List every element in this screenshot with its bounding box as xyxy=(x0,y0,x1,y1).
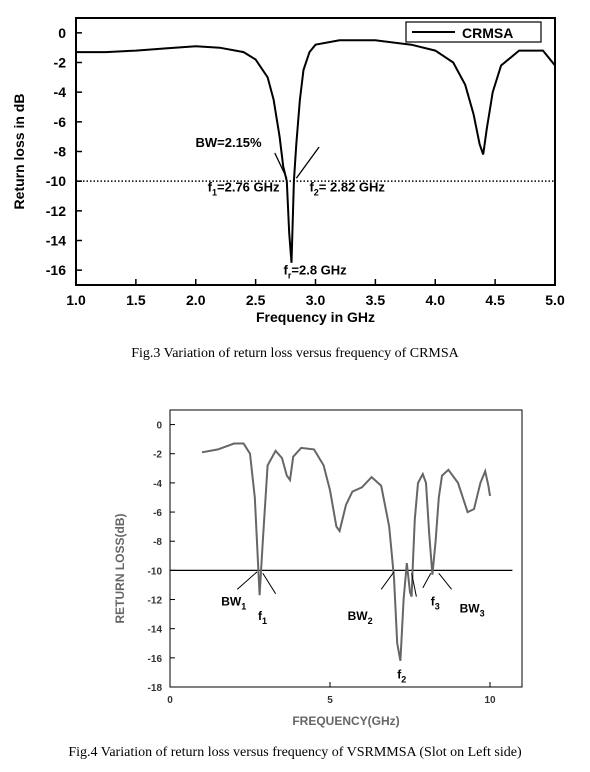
annotation-f1: f1=2.76 GHz xyxy=(208,180,280,198)
y-tick-label: -8 xyxy=(153,537,162,548)
y-tick-label: -14 xyxy=(46,233,66,249)
x-tick-label: 4.5 xyxy=(485,292,505,308)
annotation-f2: f2 xyxy=(397,667,406,684)
chart-crmsa: 1.0 1.5 2.0 2.5 3.0 3.5 4.0 4.5 5.0 0 -2 -4 -6 -8 -10 -… xyxy=(11,17,565,325)
y-tick-label: -10 xyxy=(46,173,66,189)
annotation-bw2: BW2 xyxy=(348,609,373,626)
x-tick-label: 1.5 xyxy=(126,292,146,308)
y-tick-label: -6 xyxy=(54,114,67,130)
annotation-bw1: BW1 xyxy=(221,594,246,611)
x-tick-label: 10 xyxy=(484,695,496,706)
x-tick-label: 2.5 xyxy=(246,292,266,308)
series-crmsa-line xyxy=(76,39,556,263)
figure-3-caption: Fig.3 Variation of return loss versus fr… xyxy=(131,346,459,361)
y-tick-label: -2 xyxy=(54,55,67,71)
arrow-bw3 xyxy=(438,572,452,590)
figure-3: 1.0 1.5 2.0 2.5 3.0 3.5 4.0 4.5 5.0 0 -2 -4 -6 -8 -10 -… xyxy=(0,0,590,340)
annotation-bw: BW=2.15% xyxy=(195,135,262,150)
y-tick-label: -6 xyxy=(153,508,162,519)
legend: CRMSA xyxy=(405,21,542,43)
arrow-f1 xyxy=(274,152,288,179)
y-axis-label: RETURN LOSS(dB) xyxy=(113,514,127,624)
arrow-bw1-right xyxy=(262,573,277,594)
y-tick-label: -14 xyxy=(148,625,163,636)
annotation-f2: f2= 2.82 GHz xyxy=(309,180,385,198)
x-tick-label: 0 xyxy=(167,695,173,706)
y-tick-label: -18 xyxy=(148,683,163,694)
x-tick-label: 1.0 xyxy=(66,292,86,308)
y-tick-label: -4 xyxy=(153,479,162,490)
y-tick-label: -2 xyxy=(153,450,162,461)
x-tick-label: 3.0 xyxy=(306,292,326,308)
x-tick-label: 5.0 xyxy=(545,292,565,308)
legend-label-crmsa: CRMSA xyxy=(462,25,513,41)
y-tick-label: -8 xyxy=(54,144,67,160)
annotation-f3: f3 xyxy=(431,594,440,611)
y-tick-label: -4 xyxy=(54,84,67,100)
y-tick-label: 0 xyxy=(58,25,66,41)
x-tick-label: 2.0 xyxy=(186,292,206,308)
chart-vsrmmsa: 0 5 10 0 -2 -4 -6 -8 -10 -12 -14 -16 -18 FREQUENCY(GH… xyxy=(113,409,523,728)
arrow-bw2 xyxy=(380,571,395,590)
annotation-fr: fr=2.8 GHz xyxy=(284,263,348,281)
y-tick-label: -10 xyxy=(148,566,163,577)
arrow-f2-right xyxy=(411,573,417,597)
y-tick-label: -16 xyxy=(46,262,66,278)
figure-4-caption: Fig.4 Variation of return loss versus fr… xyxy=(68,745,522,760)
y-tick-label: -16 xyxy=(148,654,163,665)
y-tick-label: -12 xyxy=(46,203,66,219)
arrow-f2 xyxy=(295,146,320,179)
annotation-f1: f1 xyxy=(258,609,267,626)
x-tick-label: 5 xyxy=(327,695,333,706)
x-axis-label: Frequency in GHz xyxy=(256,309,375,325)
plot-frame xyxy=(169,409,523,688)
annotation-bw3: BW3 xyxy=(460,602,485,619)
series-return-loss-line xyxy=(201,442,491,661)
arrow-f3 xyxy=(422,573,432,589)
x-tick-label: 3.5 xyxy=(366,292,386,308)
figure-4: 0 5 10 0 -2 -4 -6 -8 -10 -12 -14 -16 -18 FREQUENCY(GH… xyxy=(0,400,590,745)
y-axis-label: Return loss in dB xyxy=(11,94,27,210)
legend-box xyxy=(405,21,542,43)
y-tick-label: -12 xyxy=(148,596,163,607)
x-axis-label: FREQUENCY(GHz) xyxy=(292,714,399,728)
x-tick-label: 4.0 xyxy=(426,292,446,308)
arrow-bw1-left xyxy=(236,571,258,590)
y-tick-label: 0 xyxy=(156,421,162,432)
